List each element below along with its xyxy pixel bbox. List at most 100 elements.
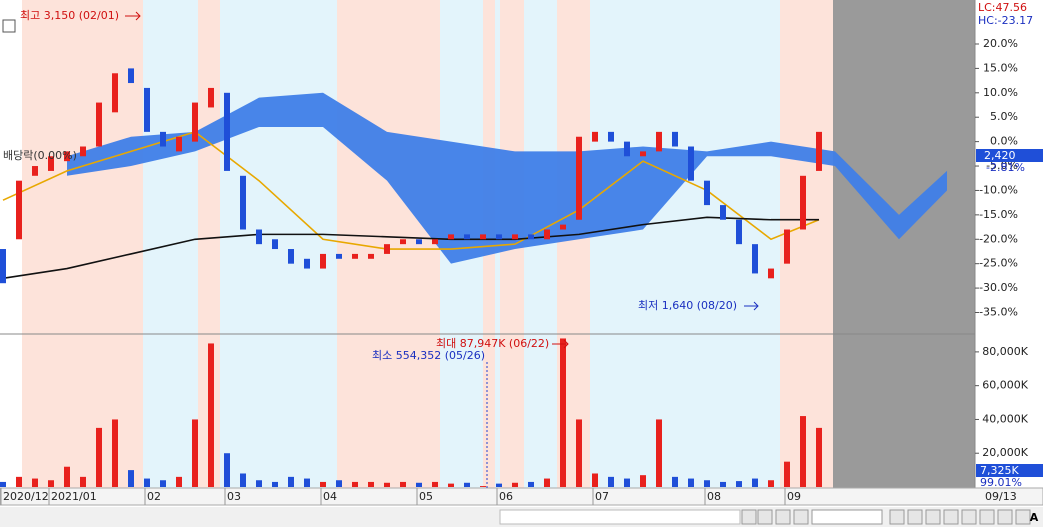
zoom-slider[interactable] [811, 509, 883, 525]
x-tick-label: 05 [419, 490, 433, 503]
candle [656, 131, 662, 152]
candle [256, 229, 262, 245]
high-label: 최고 3,150 (02/01) [20, 9, 119, 22]
x-tick-label: 2021/01 [51, 490, 97, 503]
lc-label: LC:47.56 [978, 1, 1027, 14]
candle [752, 244, 758, 274]
y-tick-label: 20.0% [983, 37, 1018, 50]
candle [400, 239, 406, 245]
change-label: -2.81% [986, 161, 1025, 174]
candle [624, 141, 630, 157]
font-button[interactable]: A [1030, 511, 1039, 524]
volume-bar [48, 480, 54, 487]
candle [384, 244, 390, 254]
x-tick-label: 09 [787, 490, 801, 503]
forward-button[interactable] [793, 509, 809, 525]
volume-bar [208, 343, 214, 487]
low-arrow [744, 301, 759, 311]
tool-button[interactable] [997, 509, 1013, 525]
candle [112, 73, 118, 113]
scrollbar[interactable] [499, 509, 741, 525]
candle [544, 229, 550, 240]
volume-bar [640, 475, 646, 487]
candle [240, 175, 246, 230]
candle [640, 151, 646, 157]
candle [288, 249, 294, 264]
candle [96, 102, 102, 147]
volume-bar [160, 480, 166, 487]
price-box [976, 149, 1043, 162]
volume-bar [688, 478, 694, 487]
volume-bar [608, 476, 614, 487]
y-tick-label: -35.0% [979, 305, 1018, 318]
tool-button[interactable] [943, 509, 959, 525]
tool-button[interactable] [925, 509, 941, 525]
volume-bar [32, 478, 38, 487]
tool-button[interactable] [979, 509, 995, 525]
candle [32, 166, 38, 176]
volume-bar [512, 482, 518, 487]
volume-bar [272, 481, 278, 487]
tool-button[interactable] [889, 509, 905, 525]
y-tick-label: -20.0% [979, 232, 1018, 245]
volume-bar [128, 470, 134, 487]
candle [336, 253, 342, 259]
tool-button[interactable] [1015, 509, 1031, 525]
current-price: 2,420 [984, 149, 1016, 162]
tool-button[interactable] [907, 509, 923, 525]
volume-bar [320, 481, 326, 487]
volume-bar [224, 453, 230, 487]
y-tick-label: -10.0% [979, 183, 1018, 196]
volume-bar [112, 419, 118, 487]
x-tick-label: 07 [595, 490, 609, 503]
volume-pct: 99.01% [980, 476, 1022, 489]
volume-bar [336, 480, 342, 487]
candle [176, 136, 182, 152]
volume-bar [352, 481, 358, 487]
candle [512, 234, 518, 240]
volume-bar [400, 481, 406, 487]
volume-bar [784, 461, 790, 487]
volume-bar [368, 481, 374, 487]
candle [480, 234, 486, 240]
volume-bar [816, 427, 822, 487]
candle [432, 239, 438, 245]
candle [16, 180, 22, 240]
y-tick-label: -5.0% [986, 159, 1018, 172]
candle [160, 131, 166, 147]
y-tick-label: -30.0% [979, 281, 1018, 294]
candle [208, 87, 214, 108]
stop-button[interactable] [775, 509, 791, 525]
candle [672, 131, 678, 147]
x-tick-label: 06 [499, 490, 513, 503]
volume-bar [480, 486, 486, 487]
candle [352, 253, 358, 259]
volume-bar [720, 481, 726, 487]
volume-tick-label: 60,000K [982, 379, 1028, 392]
y-tick-label: 0.0% [990, 135, 1018, 148]
candle [816, 131, 822, 171]
low-label: 최저 1,640 (08/20) [638, 299, 737, 312]
candle [0, 249, 6, 284]
volume-bar [80, 476, 86, 487]
x-tick-label: 2020/12 [3, 490, 49, 503]
ex-dividend-label: 배당락(0.00%) [3, 149, 77, 162]
play-button[interactable] [741, 509, 757, 525]
menu-icon[interactable] [2, 19, 16, 33]
candle [368, 253, 374, 259]
volume-bar [656, 419, 662, 487]
candle [464, 234, 470, 240]
shading [22, 0, 975, 488]
candle [192, 102, 198, 142]
volume-bar [448, 483, 454, 487]
y-tick-label: -15.0% [979, 208, 1018, 221]
volume-bar [0, 481, 6, 487]
ichimoku-cloud [67, 92, 947, 264]
tool-button[interactable] [961, 509, 977, 525]
rewind-button[interactable] [757, 509, 773, 525]
volume-bar [144, 478, 150, 487]
volume-bar [176, 476, 182, 487]
moving-average [2, 130, 820, 250]
volume-bar [736, 481, 742, 487]
